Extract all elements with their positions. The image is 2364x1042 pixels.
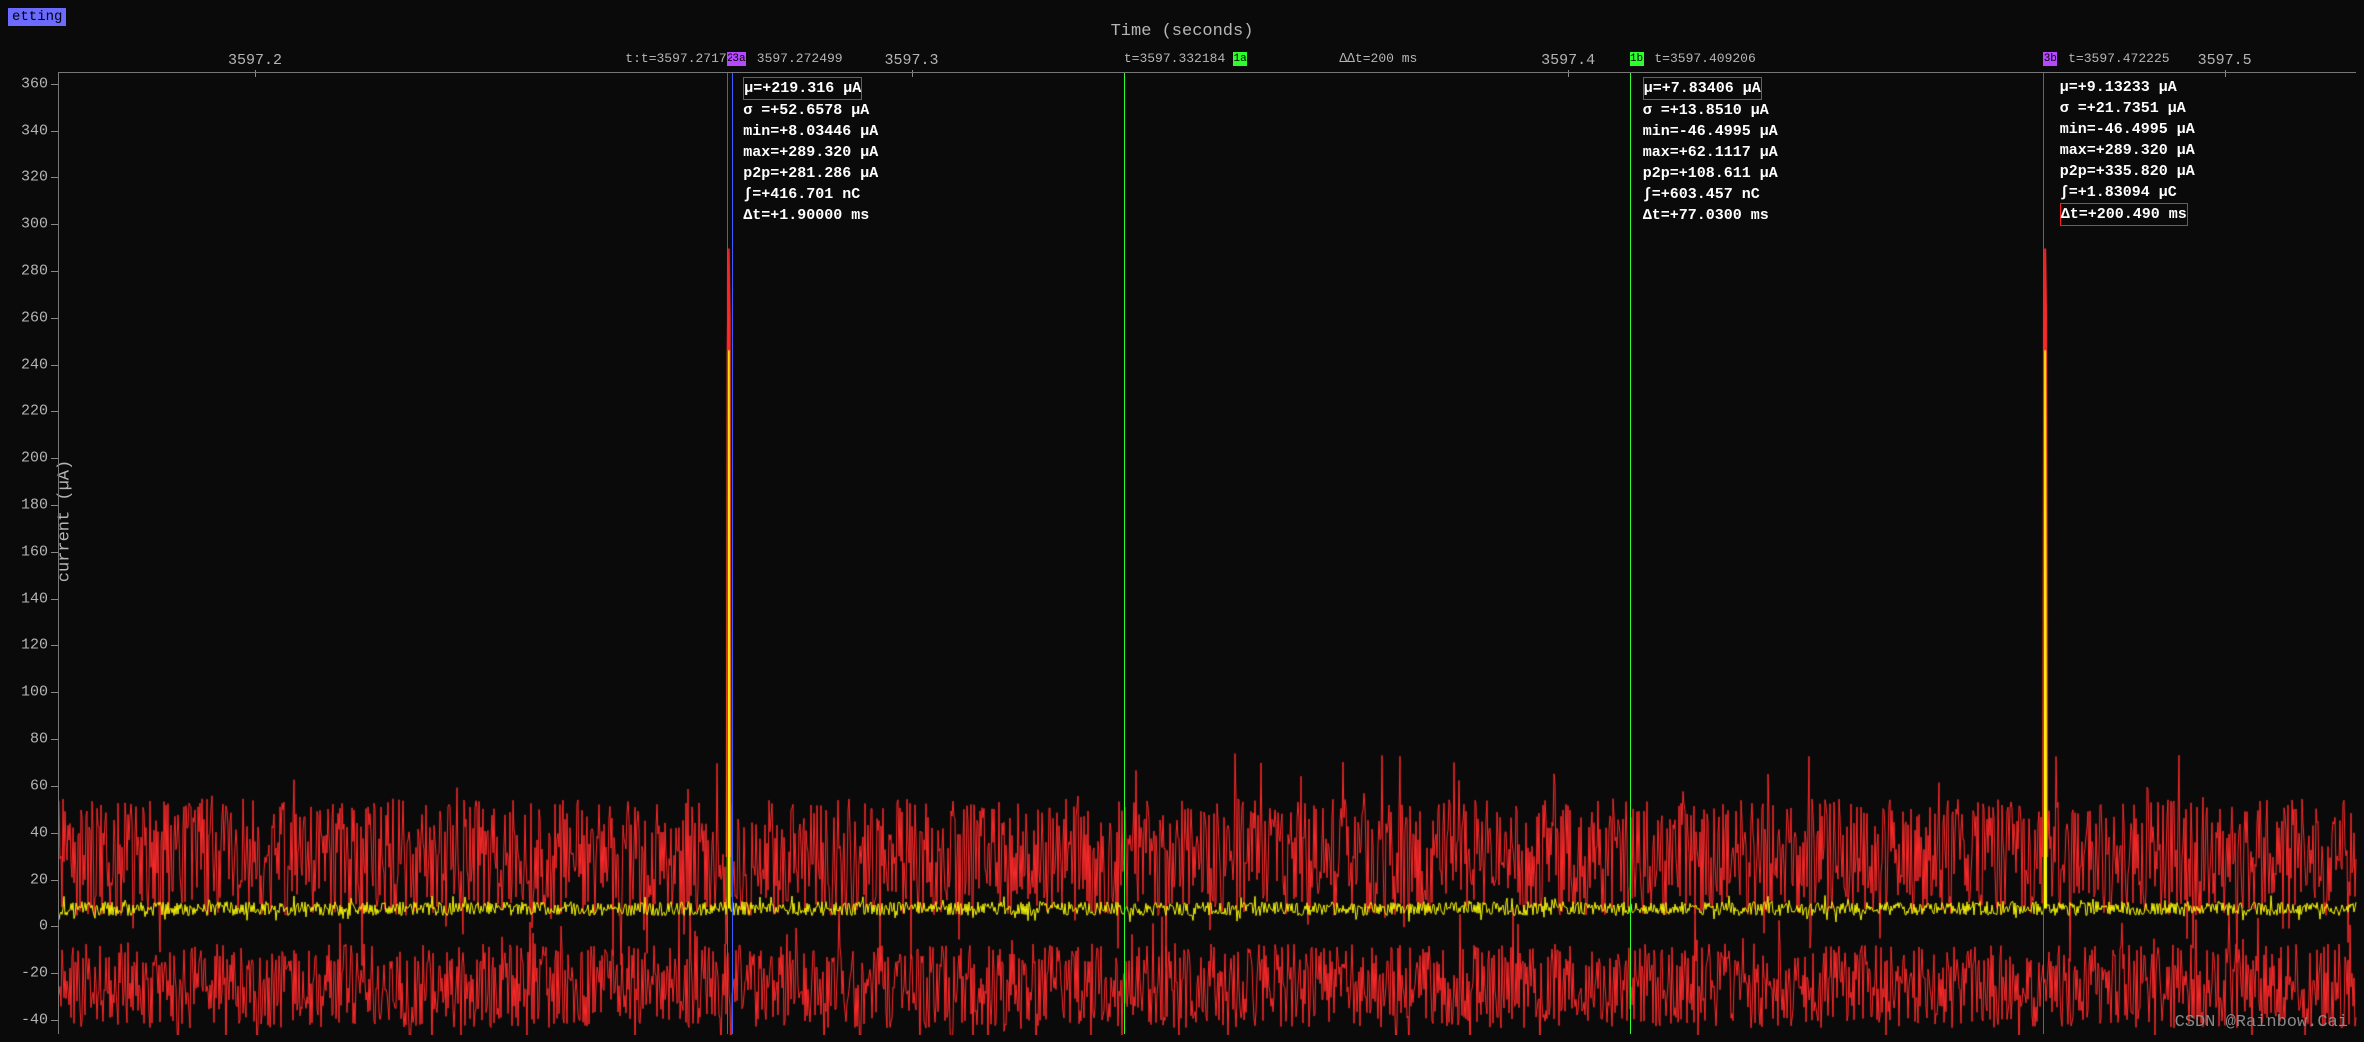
y-tick-label: 120 bbox=[21, 637, 48, 654]
x-tick-label: 3597.2 bbox=[228, 52, 282, 69]
stat-line: σ =+21.7351 µA bbox=[2058, 98, 2197, 119]
time-marker[interactable]: 3b t=3597.472225 bbox=[2043, 51, 2169, 66]
stat-line: p2p=+281.286 µA bbox=[741, 163, 880, 184]
stat-line: max=+289.320 µA bbox=[741, 142, 880, 163]
green-cursor[interactable] bbox=[1124, 73, 1125, 1034]
marker-badge: 1a bbox=[1233, 52, 1247, 66]
y-tick-label: 320 bbox=[21, 169, 48, 186]
y-tick-label: 160 bbox=[21, 543, 48, 560]
measurement-stats: µ=+219.316 µAσ =+52.6578 µAmin=+8.03446 … bbox=[741, 77, 880, 226]
y-tick-label: 0 bbox=[39, 918, 48, 935]
watermark: CSDN @Rainbow.Cai bbox=[2175, 1013, 2348, 1032]
x-axis-title: Time (seconds) bbox=[1111, 22, 1254, 41]
y-tick-label: 340 bbox=[21, 122, 48, 139]
y-tick-label: 40 bbox=[30, 824, 48, 841]
stat-line: min=-46.4995 µA bbox=[1641, 121, 1780, 142]
stat-line: ∆t=+77.0300 ms bbox=[1641, 205, 1780, 226]
y-tick-label: 300 bbox=[21, 216, 48, 233]
y-tick-label: 240 bbox=[21, 356, 48, 373]
y-tick-label: 360 bbox=[21, 75, 48, 92]
stat-line: ∫=+1.83094 µC bbox=[2058, 182, 2197, 203]
stat-line: p2p=+108.611 µA bbox=[1641, 163, 1780, 184]
y-tick-label: 140 bbox=[21, 590, 48, 607]
waveform-canvas bbox=[59, 73, 2357, 1035]
y-tick-label: 280 bbox=[21, 262, 48, 279]
stat-line: ∫=+416.701 nC bbox=[741, 184, 880, 205]
time-marker[interactable]: ∆∆t=200 ms bbox=[1339, 51, 1417, 66]
stat-line: max=+62.1117 µA bbox=[1641, 142, 1780, 163]
y-tick-label: 100 bbox=[21, 684, 48, 701]
settings-tag[interactable]: etting bbox=[8, 8, 66, 26]
time-marker[interactable]: t=3597.332184 1a bbox=[1124, 51, 1250, 66]
y-axis-ticks: -40 -20 0 20 40 60 80 100 120 140 160 180 200 220 240 2… bbox=[0, 72, 58, 1034]
stat-line: µ=+9.13233 µA bbox=[2058, 77, 2197, 98]
marker-badge: 3a bbox=[732, 52, 746, 66]
stat-line: min=-46.4995 µA bbox=[2058, 119, 2197, 140]
time-marker[interactable]: t:t=3597.2717 bbox=[625, 51, 726, 66]
measurement-stats: µ=+9.13233 µAσ =+21.7351 µAmin=-46.4995 … bbox=[2058, 77, 2197, 226]
stat-line: ∆t=+1.90000 ms bbox=[741, 205, 880, 226]
stat-line: ∆t=+200.490 ms bbox=[2058, 203, 2197, 226]
x-tick-label: 3597.5 bbox=[2198, 52, 2252, 69]
y-tick-label: -20 bbox=[21, 965, 48, 982]
marker-badge: 3b bbox=[2043, 52, 2057, 66]
y-tick-label: 260 bbox=[21, 309, 48, 326]
y-tick-label: 20 bbox=[30, 871, 48, 888]
y-tick-label: 80 bbox=[30, 731, 48, 748]
x-tick-label: 3597.3 bbox=[885, 52, 939, 69]
stat-line: σ =+52.6578 µA bbox=[741, 100, 880, 121]
y-tick-label: 220 bbox=[21, 403, 48, 420]
measurement-stats: µ=+7.83406 µAσ =+13.8510 µAmin=-46.4995 … bbox=[1641, 77, 1780, 226]
y-tick-label: 200 bbox=[21, 450, 48, 467]
blue-cursor[interactable] bbox=[2043, 73, 2044, 1034]
stat-line: µ=+219.316 µA bbox=[741, 77, 880, 100]
green-cursor[interactable] bbox=[1630, 73, 1631, 1034]
time-marker[interactable]: 3a 3597.272499 bbox=[732, 51, 843, 66]
stat-line: σ =+13.8510 µA bbox=[1641, 100, 1780, 121]
y-tick-label: 60 bbox=[30, 777, 48, 794]
x-tick-label: 3597.4 bbox=[1541, 52, 1595, 69]
y-tick-label: 180 bbox=[21, 497, 48, 514]
stat-line: µ=+7.83406 µA bbox=[1641, 77, 1780, 100]
blue-cursor[interactable] bbox=[727, 73, 728, 1034]
blue-cursor[interactable] bbox=[732, 73, 733, 1034]
time-marker[interactable]: 1b t=3597.409206 bbox=[1630, 51, 1756, 66]
marker-badge: 1b bbox=[1630, 52, 1644, 66]
plot-area[interactable]: t:t=3597.27172a3a 3597.272499t=3597.3321… bbox=[58, 72, 2356, 1034]
stat-line: p2p=+335.820 µA bbox=[2058, 161, 2197, 182]
stat-line: ∫=+603.457 nC bbox=[1641, 184, 1780, 205]
stat-line: min=+8.03446 µA bbox=[741, 121, 880, 142]
stat-line: max=+289.320 µA bbox=[2058, 140, 2197, 161]
y-tick-label: -40 bbox=[21, 1011, 48, 1028]
